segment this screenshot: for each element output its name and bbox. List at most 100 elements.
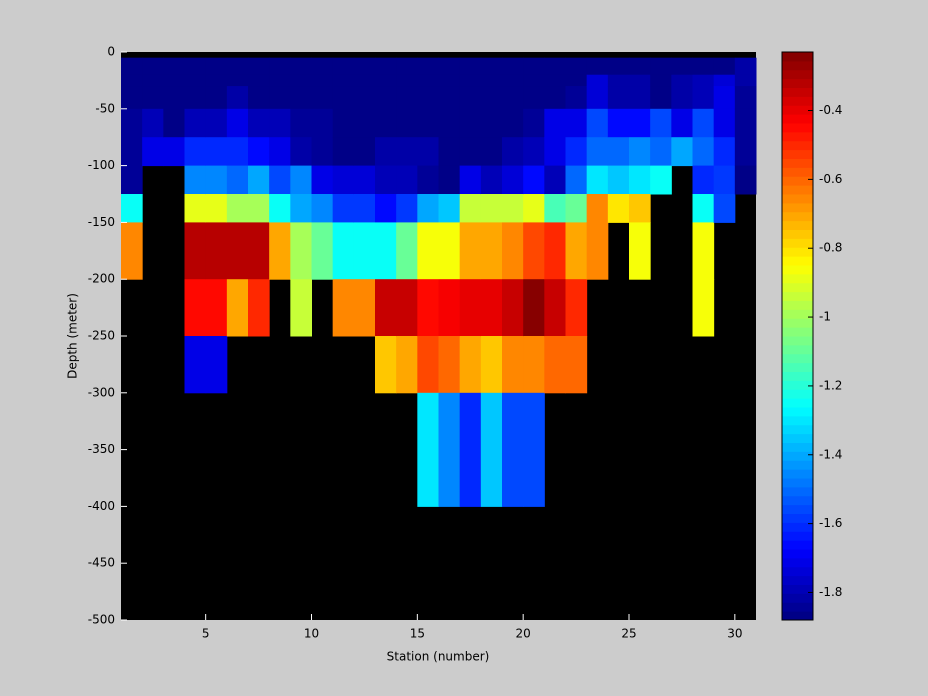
- colorbar-swatch: [782, 309, 813, 319]
- colorbar-swatch: [782, 167, 813, 177]
- cell: [396, 108, 418, 138]
- colorbar-swatch: [782, 69, 813, 80]
- cell: [290, 74, 312, 87]
- cell: [544, 194, 566, 223]
- cell: [607, 108, 630, 138]
- cell: [502, 336, 524, 394]
- cell: [353, 74, 376, 87]
- colorbar-swatch: [782, 229, 813, 239]
- cell: [692, 222, 715, 280]
- cell: [205, 108, 228, 138]
- cell: [396, 86, 418, 110]
- cell: [290, 165, 312, 195]
- cell: [502, 137, 524, 167]
- cell: [544, 165, 566, 195]
- y-tick-label: -250: [88, 329, 115, 343]
- cell: [692, 57, 715, 76]
- colorbar-swatch: [782, 504, 813, 514]
- colorbar-swatch: [782, 478, 813, 488]
- cell: [459, 108, 482, 138]
- cell: [629, 165, 651, 195]
- cell: [734, 108, 757, 138]
- cell: [332, 165, 355, 195]
- cell: [459, 336, 482, 394]
- colorbar-swatch: [782, 486, 813, 497]
- colorbar-swatch: [782, 353, 813, 364]
- cell: [565, 137, 588, 167]
- y-tick-label: -150: [88, 215, 115, 229]
- cell: [290, 57, 312, 76]
- cell: [692, 279, 715, 337]
- cell: [142, 86, 164, 110]
- cell: [184, 86, 207, 110]
- cell: [607, 194, 630, 223]
- cell: [184, 74, 207, 87]
- colorbar-swatch: [782, 211, 813, 222]
- cell: [226, 86, 249, 110]
- cell: [311, 165, 334, 195]
- cell: [226, 165, 249, 195]
- y-tick-label: -450: [88, 556, 115, 570]
- colorbar-swatch: [782, 220, 813, 230]
- cell: [480, 74, 503, 87]
- cell: [502, 392, 524, 507]
- cell: [523, 392, 545, 507]
- colorbar-tick-label: -0.8: [819, 241, 842, 255]
- cell: [121, 194, 143, 223]
- cell: [205, 194, 228, 223]
- colorbar-tick-label: -0.4: [819, 103, 842, 117]
- colorbar-swatch: [782, 593, 813, 603]
- cell: [480, 222, 503, 280]
- cell: [311, 222, 334, 280]
- colorbar-tick-label: -1: [819, 310, 831, 324]
- cell: [163, 137, 185, 167]
- cell: [544, 74, 566, 87]
- colorbar-swatch: [782, 265, 813, 275]
- cell: [692, 194, 715, 223]
- colorbar-swatch: [782, 327, 813, 337]
- cell: [332, 86, 355, 110]
- colorbar-swatch: [782, 531, 813, 541]
- cell: [269, 137, 291, 167]
- colorbar-tick-label: -0.6: [819, 172, 842, 186]
- cell: [544, 222, 566, 280]
- cell: [523, 336, 545, 394]
- cell: [480, 165, 503, 195]
- colorbar-swatch: [782, 176, 813, 186]
- y-tick-label: -300: [88, 385, 115, 399]
- colorbar-swatch: [782, 344, 813, 355]
- cell: [502, 57, 524, 76]
- cell: [269, 108, 291, 138]
- cell: [184, 137, 207, 167]
- cell: [396, 336, 418, 394]
- cell: [375, 194, 397, 223]
- colorbar-tick-label: -1.2: [819, 378, 842, 392]
- cell: [713, 57, 736, 76]
- cell: [692, 108, 715, 138]
- cell: [396, 57, 418, 76]
- cell: [459, 137, 482, 167]
- cell: [586, 222, 609, 280]
- cell: [480, 279, 503, 337]
- cell: [629, 86, 651, 110]
- cell: [205, 336, 228, 394]
- x-axis-label: Station (number): [387, 650, 490, 664]
- cell: [121, 57, 143, 76]
- x-tick-label: 25: [621, 627, 636, 641]
- cell: [290, 86, 312, 110]
- cell: [163, 108, 185, 138]
- cell: [269, 57, 291, 76]
- cell: [502, 222, 524, 280]
- cell: [290, 108, 312, 138]
- cell: [629, 137, 651, 167]
- cell: [565, 222, 588, 280]
- cell: [163, 57, 185, 76]
- colorbar-swatch: [782, 371, 813, 381]
- cell: [332, 108, 355, 138]
- cell: [269, 165, 291, 195]
- cell: [290, 222, 312, 280]
- cell: [586, 74, 609, 87]
- cell: [184, 165, 207, 195]
- cell: [353, 108, 376, 138]
- cell: [269, 74, 291, 87]
